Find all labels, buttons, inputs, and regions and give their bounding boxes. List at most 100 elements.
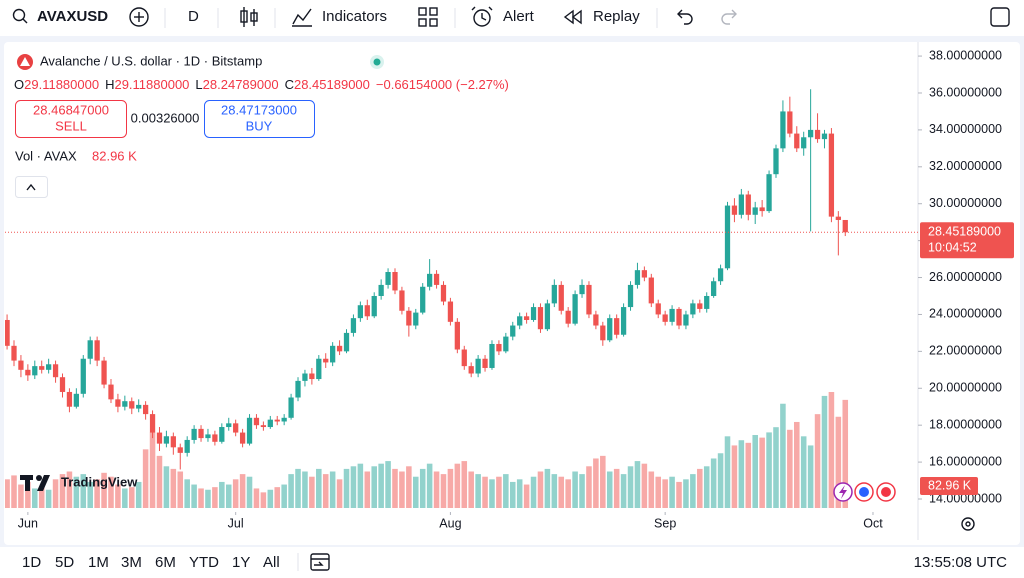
- range-button[interactable]: 6M: [155, 554, 176, 571]
- candle-body: [690, 303, 696, 315]
- volume-bar: [482, 476, 488, 508]
- candle-body: [496, 343, 502, 352]
- candle-body: [572, 294, 578, 324]
- volume-bar: [426, 463, 433, 508]
- indicators-button[interactable]: Indicators: [292, 8, 387, 27]
- interval[interactable]: D: [188, 8, 199, 25]
- sell-label[interactable]: SELL: [55, 118, 87, 133]
- volume-bar: [814, 414, 821, 508]
- volume-bar: [759, 437, 765, 508]
- volume-bar: [800, 436, 807, 508]
- buy-price[interactable]: 28.47173000: [221, 102, 297, 117]
- candle-body: [530, 307, 537, 320]
- volume-bar: [447, 468, 454, 508]
- settings-button[interactable]: [961, 517, 975, 531]
- range-button[interactable]: 3M: [121, 554, 142, 571]
- candle-body: [662, 314, 668, 322]
- range-button[interactable]: 1M: [88, 554, 109, 571]
- volume-bar: [288, 474, 294, 508]
- candle-body: [510, 325, 516, 337]
- x-tick-label: Sep: [654, 516, 676, 530]
- candle-body: [364, 305, 370, 317]
- indicators-label[interactable]: Indicators: [322, 8, 387, 25]
- replay-label[interactable]: Replay: [593, 8, 640, 25]
- buy-button[interactable]: 28.47173000 BUY: [204, 100, 315, 138]
- volume-bar: [641, 463, 648, 508]
- volume-bar: [634, 461, 641, 508]
- candle-body: [482, 358, 488, 368]
- ohlc-label: L: [195, 77, 202, 92]
- volume-bar: [38, 487, 45, 508]
- volume-bar: [648, 471, 655, 508]
- candle-body: [717, 268, 724, 282]
- candle-body: [544, 303, 551, 330]
- volume-bar: [94, 479, 100, 508]
- volume-bar: [378, 463, 384, 508]
- sell-price[interactable]: 28.46847000: [33, 102, 109, 117]
- toolbar: [0, 0, 1024, 36]
- candle-body: [87, 340, 93, 359]
- volume-bar: [690, 474, 696, 508]
- volume-bar: [703, 466, 710, 508]
- calendar-button[interactable]: [310, 553, 330, 571]
- candle-body: [246, 417, 253, 444]
- volume-bar: [205, 489, 211, 508]
- candle-body: [593, 314, 599, 326]
- countdown: 10:04:52: [928, 241, 977, 255]
- x-tick-label: Jun: [18, 516, 38, 530]
- candle-body: [18, 360, 24, 370]
- volume-bar: [710, 458, 717, 508]
- candle-body: [205, 434, 211, 439]
- volume-bar: [828, 392, 835, 508]
- range-button[interactable]: 1D: [22, 554, 41, 571]
- ohlc-label: O: [14, 77, 24, 92]
- candle-body: [551, 284, 557, 304]
- layout-button[interactable]: [990, 7, 1010, 27]
- compare-button[interactable]: [129, 7, 149, 27]
- candle-body: [142, 404, 149, 415]
- volume-bar: [5, 479, 10, 508]
- chart-type-button[interactable]: [240, 7, 258, 27]
- volume-bar: [724, 436, 731, 508]
- candle-body: [641, 270, 648, 278]
- buy-label[interactable]: BUY: [246, 118, 273, 133]
- volume-bar: [794, 421, 800, 508]
- candle-body: [433, 273, 440, 285]
- candle-body: [385, 272, 391, 285]
- alert-button[interactable]: Alert: [471, 6, 535, 27]
- undo-button[interactable]: [677, 9, 693, 25]
- volume-bar: [509, 481, 516, 508]
- range-button[interactable]: YTD: [189, 554, 219, 571]
- candle-body: [711, 281, 717, 296]
- redo-button[interactable]: [721, 9, 737, 25]
- replay-button[interactable]: Replay: [563, 8, 640, 25]
- collapse-button[interactable]: [15, 176, 48, 198]
- range-button[interactable]: 5D: [55, 554, 74, 571]
- candle-body: [773, 148, 779, 175]
- symbol-search[interactable]: AVAXUSD: [12, 8, 109, 25]
- templates-button[interactable]: [418, 7, 438, 27]
- sell-button[interactable]: 28.46847000 SELL: [15, 100, 127, 138]
- candle-body: [66, 391, 73, 407]
- candle-body: [468, 366, 474, 374]
- volume-bar: [489, 479, 495, 508]
- alert-label[interactable]: Alert: [503, 8, 535, 25]
- volume-bar: [413, 476, 419, 508]
- volume-bar: [156, 455, 163, 508]
- volume-bar: [752, 435, 758, 508]
- volume-bar: [371, 466, 377, 508]
- volume-bar: [600, 455, 606, 508]
- candle-body: [149, 414, 156, 433]
- volume-bar: [572, 471, 578, 508]
- candle-body: [427, 273, 433, 287]
- plot-area: [5, 89, 849, 508]
- volume-bar: [787, 429, 793, 508]
- volume-bar: [135, 481, 142, 508]
- range-button[interactable]: All: [263, 554, 280, 571]
- ohlc-value: 28.45189000: [294, 77, 370, 92]
- range-button[interactable]: 1Y: [232, 554, 250, 571]
- symbol[interactable]: AVAXUSD: [37, 8, 108, 25]
- candle-body: [475, 358, 481, 374]
